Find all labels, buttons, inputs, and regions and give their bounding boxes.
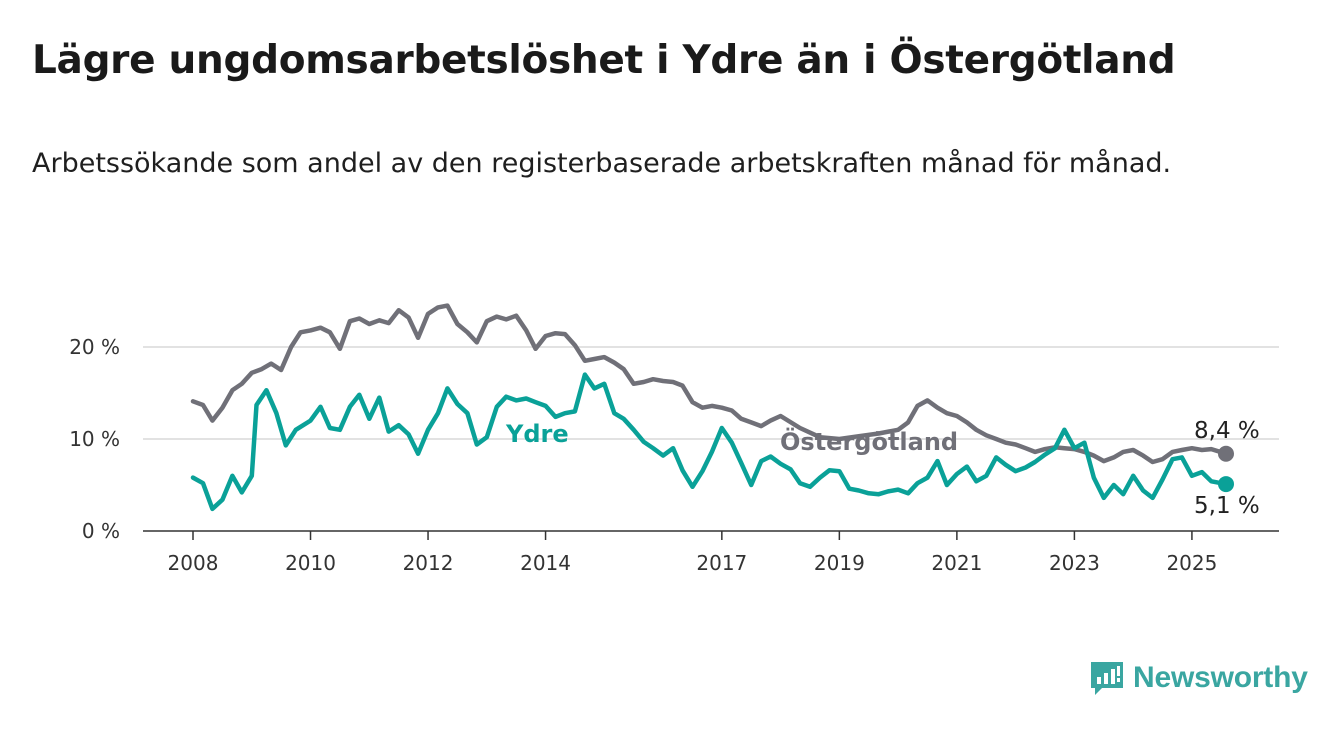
y-gridlines [143,346,1279,440]
y-tick-labels: 0 % 10 % 20 % [69,335,120,543]
y-tick-label: 20 % [69,335,120,359]
x-tick-label: 2023 [1049,551,1100,575]
brand-name: Newsworthy [1133,661,1308,694]
chart-title: Lägre ungdomsarbetslöshet i Ydre än i Ös… [32,38,1176,83]
series-line-ydre [190,372,1229,512]
x-tick-label: 2010 [285,551,336,575]
series-label-ydre: Ydre [505,420,569,448]
x-ticks: 2008 2010 2012 2014 2017 2019 2021 2023 2025 [168,531,1217,575]
series-layer [190,303,1234,512]
x-tick-label: 2019 [814,551,865,575]
y-tick-label: 10 % [69,427,120,451]
x-tick-label: 2008 [168,551,219,575]
end-label-ydre: 5,1 % [1194,493,1260,519]
end-label-ostergotland: 8,4 % [1194,418,1260,444]
end-point-ostergotland [1218,445,1234,462]
chart-subtitle: Arbetssökande som andel av den registerb… [32,148,1172,179]
x-tick-label: 2014 [520,551,571,575]
x-tick-label: 2017 [696,551,747,575]
newsworthy-logo-icon [1091,662,1123,695]
y-tick-label: 0 % [82,519,120,543]
series-label-ostergotland: Östergötland [780,426,958,456]
end-point-ydre [1218,476,1234,493]
x-tick-label: 2021 [931,551,982,575]
x-tick-label: 2025 [1166,551,1217,575]
newsworthy-logo: Newsworthy [1089,660,1308,696]
x-tick-label: 2012 [403,551,454,575]
series-line-ostergotland [190,303,1229,465]
